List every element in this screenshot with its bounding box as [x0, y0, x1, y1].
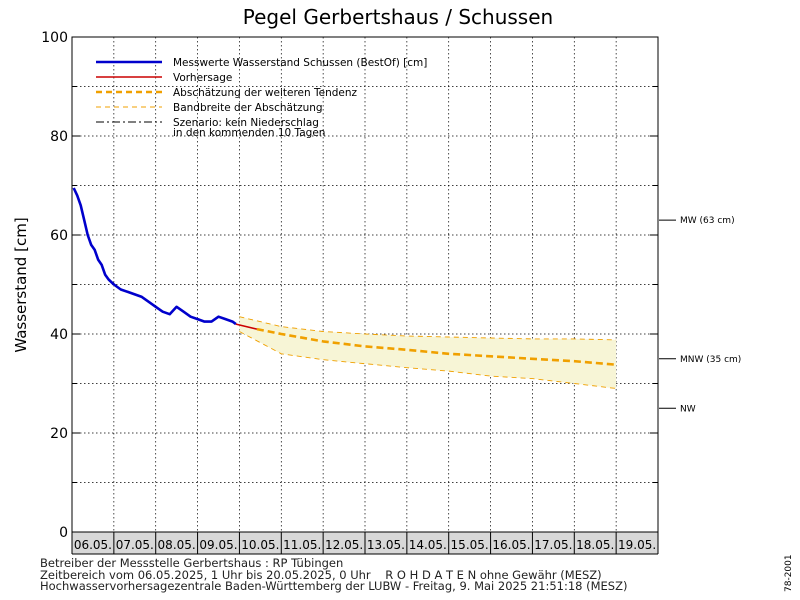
x-tick-label: 08.05. [158, 538, 196, 552]
x-tick-label: 17.05. [534, 538, 572, 552]
band-upper-line [239, 316, 617, 341]
x-tick-label: 19.05. [618, 538, 656, 552]
y-tick-label: 60 [50, 228, 68, 244]
band-fill [239, 316, 617, 389]
y-tick-label: 0 [59, 525, 68, 541]
x-tick-label: 06.05. [74, 538, 112, 552]
series-group [72, 187, 617, 389]
y-tick-label: 100 [41, 30, 68, 46]
reference-label: MNW (35 cm) [680, 355, 741, 365]
legend-label: Vorhersage [173, 72, 232, 84]
x-tick-label: 10.05. [241, 538, 279, 552]
y-tick-label: 20 [50, 426, 68, 442]
y-ticks: 0 20 40 60 80 100 [41, 30, 658, 541]
legend-label: Messwerte Wasserstand Schussen (BestOf) … [173, 57, 427, 69]
x-tick-label: 12.05. [325, 538, 363, 552]
x-tick-label: 18.05. [576, 538, 614, 552]
chart-title: Pegel Gerbertshaus / Schussen [243, 5, 553, 29]
x-tick-label: 07.05. [116, 538, 154, 552]
x-tick-label: 15.05. [451, 538, 489, 552]
tendency-line [256, 327, 617, 366]
y-axis-label: Wasserstand [cm] [12, 217, 30, 352]
reference-label: MW (63 cm) [680, 216, 735, 226]
legend: Messwerte Wasserstand Schussen (BestOf) … [96, 57, 427, 139]
y-tick-label: 40 [50, 327, 68, 343]
x-tick-label: 16.05. [492, 538, 530, 552]
x-tick-label: 11.05. [283, 538, 321, 552]
measured-line [72, 187, 237, 326]
forecast-line [235, 323, 258, 330]
legend-label: Bandbreite der Abschätzung [173, 102, 323, 114]
x-tick-label: 13.05. [367, 538, 405, 552]
reference-lines: MW (63 cm) MNW (35 cm) NW [659, 216, 741, 414]
grid [72, 37, 658, 532]
x-ticks: 06.05. 07.05. 08.05. 09.05. 10.05. 11.05. 12.0… [71, 532, 656, 554]
x-tick-label: 14.05. [409, 538, 447, 552]
footer: Betreiber der Messstelle Gerbertshaus : … [40, 556, 628, 593]
legend-label-2: in den kommenden 10 Tagen [173, 127, 325, 139]
reference-label: NW [680, 404, 696, 414]
legend-label: Szenario: kein Niederschlag [173, 117, 319, 129]
y-tick-label: 80 [50, 129, 68, 145]
legend-label: Abschätzung der weiteren Tendenz [173, 87, 358, 99]
footer-operator: Betreiber der Messstelle Gerbertshaus : … [40, 556, 344, 570]
plot-frame [71, 36, 659, 555]
footer-source: Hochwasservorhersagezentrale Baden-Württ… [40, 579, 628, 593]
x-tick-label: 09.05. [199, 538, 237, 552]
footer-time-range: Zeitbereich vom 06.05.2025, 1 Uhr bis 20… [40, 567, 602, 582]
side-code: 78-2001 [784, 554, 794, 592]
band-area [239, 316, 617, 389]
